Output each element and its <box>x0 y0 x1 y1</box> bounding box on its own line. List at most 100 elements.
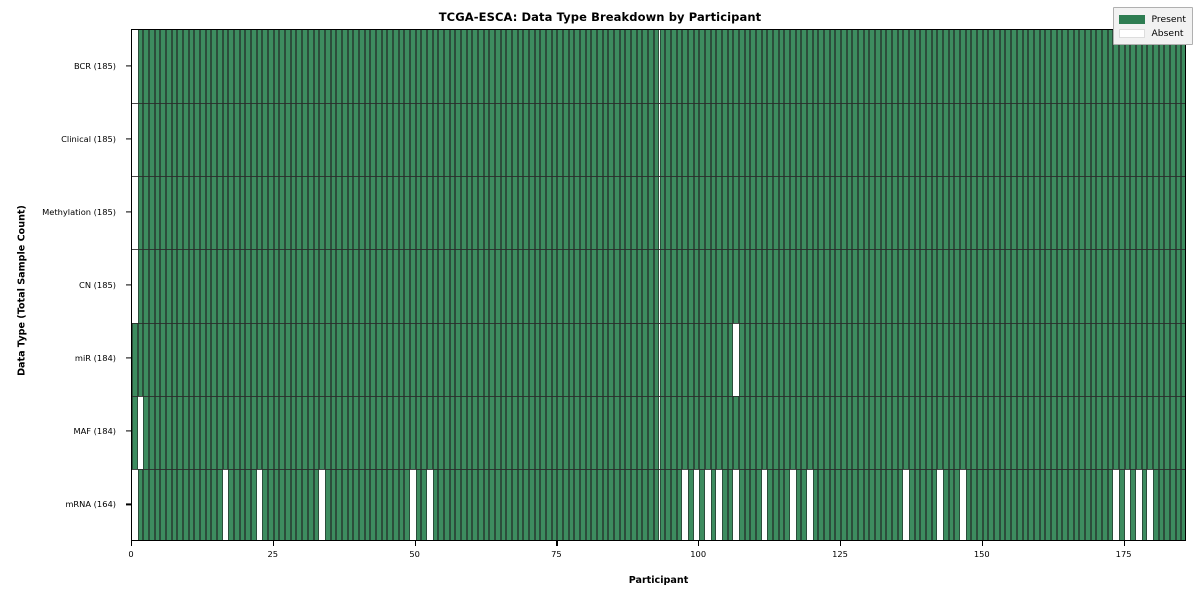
heatmap-cell-absent <box>733 322 739 396</box>
heatmap-cell-present <box>1090 103 1097 177</box>
heatmap-cell-present <box>512 176 518 250</box>
heatmap-cell-present <box>880 176 887 250</box>
heatmap-cell-present <box>262 176 269 250</box>
heatmap-cell-present <box>829 395 836 469</box>
heatmap-cell-present <box>858 30 864 104</box>
chart-legend[interactable]: Present Absent <box>1112 7 1193 45</box>
heatmap-cell-present <box>1062 468 1068 540</box>
heatmap-cell-present <box>166 103 172 177</box>
heatmap-cell-absent <box>132 468 138 540</box>
heatmap-cell-present <box>415 176 422 250</box>
heatmap-cell-present <box>188 176 195 250</box>
heatmap-cell-present <box>960 395 966 469</box>
heatmap-cell-present <box>551 249 558 323</box>
heatmap-cell-present <box>619 103 626 177</box>
heatmap-cell-present <box>1062 103 1068 177</box>
heatmap-cell-present <box>971 249 978 323</box>
heatmap-cell-present <box>466 249 473 323</box>
heatmap-cell-present <box>409 176 416 250</box>
heatmap-cell-present <box>285 103 291 177</box>
heatmap-cell-present <box>183 30 189 104</box>
heatmap-cell-present <box>829 30 836 104</box>
heatmap-cell-present <box>574 468 581 540</box>
heatmap-cell-present <box>574 30 581 104</box>
heatmap-cell-present <box>375 322 382 396</box>
heatmap-cell-present <box>676 30 683 104</box>
heatmap-cell-present <box>540 30 547 104</box>
heatmap-cell-present <box>495 468 501 540</box>
heatmap-cell-present <box>591 468 598 540</box>
heatmap-cell-present <box>948 103 955 177</box>
heatmap-cell-present <box>738 103 745 177</box>
heatmap-cell-absent <box>733 468 739 540</box>
heatmap-cell-present <box>546 395 552 469</box>
heatmap-cell-present <box>472 395 478 469</box>
heatmap-cell-present <box>398 468 405 540</box>
heatmap-cell-present <box>239 468 246 540</box>
heatmap-cell-present <box>960 249 966 323</box>
heatmap-cell-present <box>875 176 881 250</box>
heatmap-cell-present <box>665 30 671 104</box>
heatmap-cell-absent <box>716 468 722 540</box>
heatmap-cell-present <box>1130 30 1136 104</box>
heatmap-cell-present <box>455 322 461 396</box>
heatmap-cell-present <box>772 249 779 323</box>
row-divider <box>132 249 1185 251</box>
heatmap-cell-present <box>812 249 819 323</box>
heatmap-cell-present <box>523 395 530 469</box>
heatmap-row <box>132 249 1185 323</box>
heatmap-cell-present <box>1056 103 1063 177</box>
heatmap-cell-present <box>517 249 524 323</box>
heatmap-cell-present <box>755 322 762 396</box>
heatmap-cell-present <box>381 322 388 396</box>
heatmap-cell-present <box>852 395 859 469</box>
heatmap-cell-present <box>812 468 819 540</box>
heatmap-cell-present <box>154 468 161 540</box>
heatmap-cell-present <box>268 322 274 396</box>
heatmap-cell-present <box>421 249 427 323</box>
y-axis-tick-label: CN (185) <box>79 280 116 290</box>
heatmap-cell-present <box>319 176 325 250</box>
heatmap-cell-present <box>330 322 337 396</box>
heatmap-cell-present <box>954 103 961 177</box>
heatmap-cell-present <box>290 395 297 469</box>
heatmap-cell-present <box>341 30 348 104</box>
heatmap-cell-present <box>222 249 229 323</box>
y-axis-tick-mark <box>126 211 131 213</box>
heatmap-cell-present <box>1152 249 1159 323</box>
heatmap-cell-present <box>931 322 938 396</box>
heatmap-cell-present <box>1181 176 1185 250</box>
heatmap-cell-present <box>1016 30 1023 104</box>
heatmap-cell-present <box>602 395 609 469</box>
heatmap-cell-present <box>914 468 921 540</box>
heatmap-cell-present <box>580 30 586 104</box>
heatmap-cell-present <box>1056 395 1063 469</box>
heatmap-cell-present <box>710 103 717 177</box>
heatmap-cell-present <box>1118 30 1125 104</box>
heatmap-cell-present <box>971 468 978 540</box>
heatmap-cell-present <box>358 103 365 177</box>
heatmap-cell-present <box>512 249 518 323</box>
heatmap-cell-present <box>704 322 711 396</box>
heatmap-cell-present <box>665 103 671 177</box>
heatmap-cell-present <box>404 249 410 323</box>
heatmap-cell-present <box>818 249 824 323</box>
heatmap-cell-present <box>370 322 376 396</box>
heatmap-cell-present <box>529 249 535 323</box>
heatmap-cell-present <box>659 103 666 177</box>
heatmap-cell-present <box>330 249 337 323</box>
heatmap-cell-present <box>1164 30 1170 104</box>
heatmap-cell-present <box>166 468 172 540</box>
heatmap-cell-present <box>307 322 314 396</box>
heatmap-cell-present <box>977 30 983 104</box>
heatmap-cell-present <box>880 249 887 323</box>
heatmap-cell-present <box>500 103 507 177</box>
heatmap-cell-present <box>1141 395 1148 469</box>
heatmap-cell-present <box>160 176 167 250</box>
heatmap-cell-present <box>460 249 467 323</box>
heatmap-cell-absent <box>1147 468 1153 540</box>
heatmap-cell-present <box>205 103 212 177</box>
heatmap-cell-present <box>994 249 1000 323</box>
heatmap-cell-present <box>1011 249 1017 323</box>
heatmap-cell-present <box>512 395 518 469</box>
